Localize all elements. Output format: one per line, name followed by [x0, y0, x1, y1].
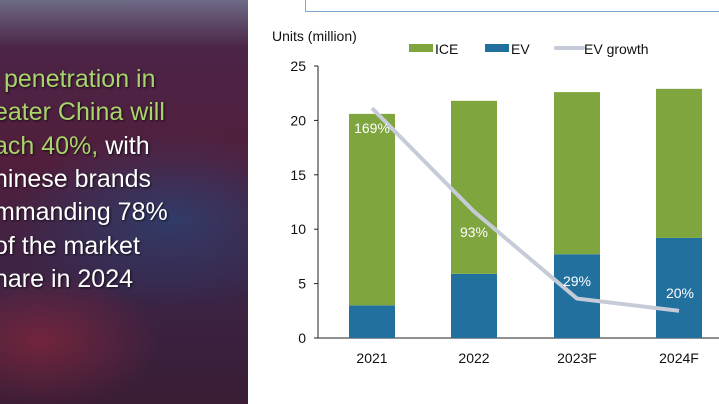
panel-text-line: eater China will	[0, 97, 165, 127]
x-tick-label: 2024F	[659, 350, 699, 366]
bar-ice	[656, 88, 702, 238]
x-tick-label: 2021	[356, 350, 387, 366]
y-tick-label: 25	[290, 58, 306, 74]
data-label-ev-growth: 169%	[354, 120, 390, 136]
bar-ev	[349, 305, 395, 338]
panel-text-line: hinese brands	[0, 164, 151, 194]
bar-ev	[451, 273, 497, 338]
panel-text: of the market	[0, 231, 140, 260]
bar-ev	[656, 237, 702, 338]
y-axis-label: Units (million)	[272, 28, 357, 44]
y-tick-label: 5	[298, 276, 306, 292]
panel-text: hare in 2024	[0, 264, 134, 293]
y-tick-label: 0	[298, 330, 306, 346]
y-tick-label: 20	[290, 112, 306, 128]
legend-label: EV growth	[584, 41, 649, 57]
bar-ice	[349, 113, 395, 306]
panel-text: ach 40%,	[0, 131, 99, 160]
data-label-ev-growth: 93%	[460, 224, 488, 240]
panel-text: hinese brands	[0, 164, 152, 193]
x-tick-label: 2023F	[557, 350, 597, 366]
panel-text-line: hare in 2024	[0, 264, 133, 294]
legend-label: ICE	[435, 41, 458, 57]
legend-swatch	[409, 44, 433, 52]
panel-text: with	[98, 131, 150, 160]
panel-text-line: of the market	[0, 231, 140, 261]
panel-text-line: ach 40%, with	[0, 131, 150, 161]
y-tick-label: 15	[290, 167, 306, 183]
panel-text: eater China will	[0, 98, 165, 127]
panel-text: penetration in	[4, 65, 156, 93]
data-label-ev-growth: 20%	[666, 285, 694, 301]
panel-text: mmanding 78%	[0, 198, 168, 227]
line-ev-growth	[370, 106, 680, 313]
x-tick-label: 2022	[458, 350, 489, 366]
panel-text-line: penetration in	[4, 64, 156, 94]
text-panel: penetration in eater China will ach 40%, w…	[0, 0, 248, 404]
bar-ice	[451, 100, 497, 274]
data-label-ev-growth: 29%	[563, 273, 591, 289]
legend-label: EV	[511, 41, 530, 57]
panel-text-line: mmanding 78%	[0, 197, 168, 227]
y-tick-label: 10	[290, 221, 306, 237]
title-box	[305, 0, 719, 12]
bar-ice	[554, 92, 600, 255]
legend-swatch	[485, 44, 509, 52]
